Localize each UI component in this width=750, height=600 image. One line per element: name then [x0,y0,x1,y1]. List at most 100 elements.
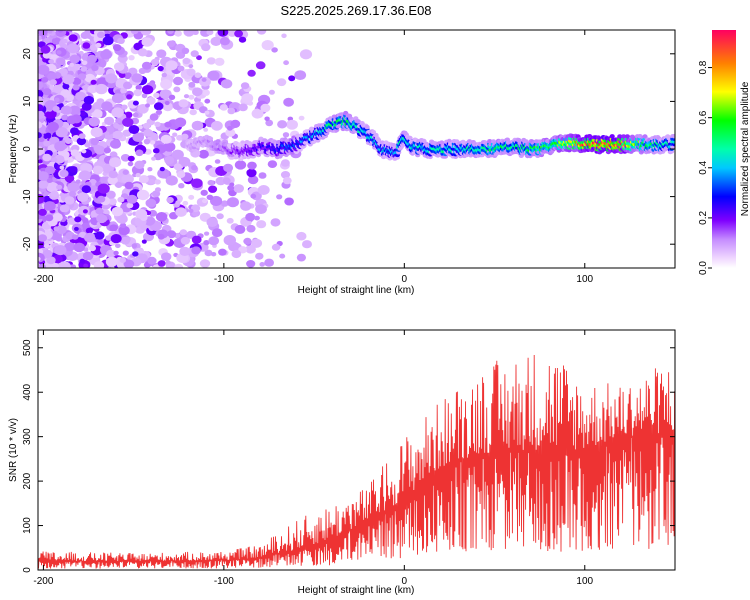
noise-blob [64,242,76,252]
noise-blob [157,65,164,72]
noise-blob [113,62,125,71]
noise-blob [121,104,128,110]
noise-blob [130,30,139,35]
noise-blob [38,121,43,129]
colorbar: 0.0 0.2 0.4 0.6 0.8 Normalized spectral ampl… [698,30,750,275]
noise-blob [137,48,148,57]
noise-blob [257,185,270,195]
noise-blob [106,190,116,199]
noise-blob [82,209,88,214]
noise-blob [69,264,77,268]
noise-blob [126,202,134,209]
noise-blob [108,198,117,205]
colorbar-tick-label: 0.8 [698,60,709,74]
noise-blob [78,133,86,139]
noise-blob [81,102,92,111]
ridge-cell [215,139,221,144]
y-tick-label: 0 [22,567,33,573]
noise-blob [66,115,78,125]
noise-blob [225,128,236,137]
noise-blob [247,69,256,77]
noise-blob [176,170,186,179]
noise-blob [178,156,191,167]
noise-blob [101,176,107,181]
x-tick-label: -100 [214,576,234,587]
noise-blob [38,104,44,112]
figure-title: S225.2025.269.17.36.E08 [280,3,431,18]
colorbar-gradient [712,30,736,268]
noise-blob [93,261,105,268]
noise-blob [96,213,108,224]
noise-blob [162,102,174,112]
y-tick-label: 400 [22,383,33,400]
y-tick-label: 0 [22,146,33,152]
noise-blob [71,234,79,240]
noise-blob [254,215,260,221]
noise-blob [180,236,191,245]
noise-blob [38,35,42,40]
noise-blob [191,235,202,244]
snr-y-ticks: 0 100 200 300 400 500 [22,339,675,573]
noise-blob [39,263,46,268]
noise-blob [166,40,176,48]
y-tick-label: 20 [22,48,33,60]
noise-blob [83,95,95,105]
noise-blob [264,258,274,267]
noise-blob [153,148,160,154]
colorbar-label: Normalized spectral amplitude [740,81,750,216]
noise-blob [191,246,201,255]
noise-blob [69,62,75,67]
noise-blob [122,169,129,175]
noise-blob [284,197,294,206]
noise-blob [117,196,125,203]
noise-blob [54,97,60,103]
noise-blob [81,60,88,66]
noise-blob [52,262,59,268]
noise-blob [157,233,165,240]
noise-blob [159,89,172,100]
noise-blob [83,263,89,268]
colorbar-ticks: 0.0 0.2 0.4 0.6 0.8 [698,60,712,275]
noise-blob [154,121,161,128]
noise-blob [53,226,60,232]
noise-blob [105,73,118,84]
noise-blob [233,184,244,193]
noise-blob [126,94,133,100]
noise-blob [238,36,247,43]
noise-blob [208,185,218,193]
noise-blob [40,45,51,54]
noise-blob [56,57,66,66]
noise-blob [268,89,275,95]
noise-blob [80,66,88,72]
noise-blob [182,57,191,65]
noise-blob [52,213,63,222]
y-tick-label: 300 [22,428,33,445]
noise-blob [178,183,185,189]
noise-blob [182,200,189,206]
noise-blob [134,160,145,169]
noise-blob [171,149,184,160]
snr-panel: -200 -100 0 100 0 100 200 300 400 500 Height of … [8,329,676,596]
noise-blob [298,115,305,121]
noise-blob [38,256,41,261]
noise-blob [117,37,125,44]
noise-blob [48,59,54,64]
noise-blob [245,244,256,254]
noise-blob [286,119,298,130]
noise-blob [190,50,199,58]
noise-blob [149,113,159,121]
noise-blob [104,131,110,136]
noise-blob [191,120,204,131]
noise-blob [230,119,241,128]
noise-blob [276,78,287,87]
y-tick-label: 500 [22,339,33,356]
noise-blob [271,47,278,53]
noise-blob [138,67,147,75]
noise-blob [174,117,187,128]
noise-blob [135,209,148,219]
noise-blob [69,166,78,173]
noise-blob [70,127,79,135]
noise-blob [92,165,104,175]
noise-blob [38,146,45,156]
